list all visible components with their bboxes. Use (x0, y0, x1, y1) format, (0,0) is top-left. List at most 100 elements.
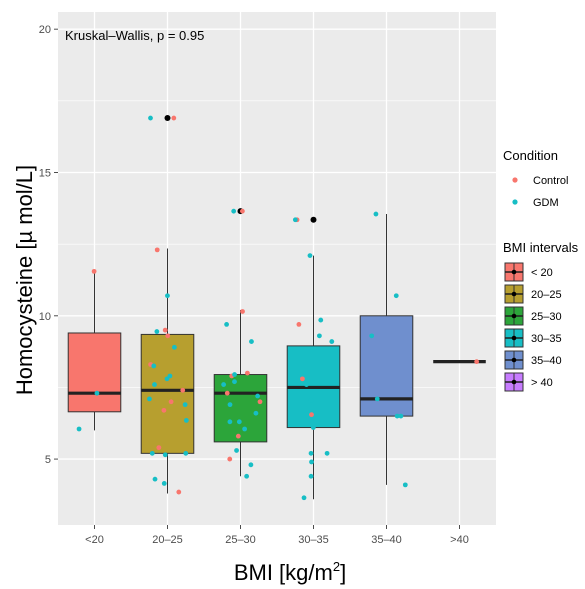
outlier-point (310, 216, 317, 223)
legend-label-bmi-2: 25–30 (531, 311, 562, 323)
point-gdm (172, 344, 177, 350)
y-tick-label: 15 (39, 167, 51, 179)
point-gdm (232, 379, 237, 385)
x-tick-label: 35–40 (371, 534, 402, 546)
point-gdm (148, 115, 153, 121)
point-gdm (316, 333, 322, 339)
legend-label-bmi-5: > 40 (531, 377, 553, 389)
boxes-layer (67, 115, 486, 500)
point-gdm (329, 339, 335, 344)
point-control (91, 268, 97, 274)
box-body (67, 332, 122, 413)
point-gdm (398, 413, 404, 419)
point-gdm (154, 329, 160, 334)
legend-swatch-dot (511, 291, 517, 297)
point-gdm (221, 382, 227, 387)
point-gdm (249, 339, 254, 344)
legend-swatch-dot (511, 269, 517, 275)
point-control (165, 333, 171, 339)
panel-background (58, 12, 496, 525)
point-gdm (308, 473, 314, 479)
point-gdm (307, 253, 313, 259)
point-gdm (165, 293, 170, 299)
point-gdm (224, 321, 229, 327)
legend-label-bmi-0: < 20 (531, 267, 553, 279)
legend-swatch-dot (511, 335, 517, 341)
x-tick-label: 20–25 (152, 534, 183, 546)
legend-label-bmi-3: 30–35 (531, 333, 562, 345)
point-gdm (255, 393, 261, 399)
y-tick-label: 20 (39, 24, 51, 36)
point-control (257, 399, 263, 405)
point-control (227, 456, 233, 462)
legend-key-bmi-0 (504, 262, 524, 282)
legend-key-bmi-2 (504, 306, 524, 326)
legend-label-bmi-1: 20–25 (531, 289, 562, 301)
legend-swatch-dot (511, 379, 517, 385)
point-gdm (167, 373, 173, 379)
point-control (474, 359, 480, 365)
point-gdm (308, 397, 314, 403)
points-layer (76, 115, 480, 501)
point-control (296, 321, 302, 327)
point-gdm (164, 376, 170, 382)
point-gdm (402, 482, 408, 488)
legend-title-bmi: BMI intervals (503, 240, 579, 255)
point-gdm (234, 448, 239, 453)
point-gdm (324, 450, 330, 456)
legend-swatch-dot (511, 357, 517, 363)
point-control (162, 327, 168, 333)
x-tick-label: 25–30 (225, 534, 256, 546)
point-gdm (253, 410, 259, 416)
point-gdm (248, 462, 254, 468)
point-gdm (304, 382, 309, 387)
point-gdm (236, 419, 242, 425)
point-control (168, 399, 174, 405)
x-tick-label: >40 (450, 534, 469, 546)
point-gdm (76, 426, 82, 432)
point-gdm (162, 452, 168, 458)
point-gdm (308, 450, 314, 456)
x-axis-title-main: BMI [kg/m (234, 560, 333, 585)
y-tick-label: 10 (39, 311, 51, 323)
point-gdm (147, 396, 152, 402)
point-gdm (231, 208, 237, 214)
outlier-point (164, 115, 171, 122)
point-gdm (183, 450, 189, 456)
legend-label-control: Control (533, 175, 568, 187)
y-tick-label: 5 (45, 454, 51, 466)
point-gdm (244, 473, 250, 479)
box-0 (67, 272, 122, 431)
point-control (224, 390, 230, 396)
point-gdm (310, 425, 316, 430)
legend-label-bmi-4: 35–40 (531, 355, 562, 367)
point-control (300, 376, 305, 382)
point-gdm (394, 413, 400, 419)
legend-key-bmi-1 (504, 284, 524, 304)
point-control (180, 387, 186, 393)
x-tick-label: 30–35 (298, 534, 329, 546)
legend-key-gdm (512, 199, 518, 205)
point-control (235, 433, 241, 439)
legend-key-bmi-3 (504, 328, 524, 348)
point-control (309, 412, 314, 418)
point-control (154, 247, 160, 253)
legend: Condition Control GDM BMI intervals < 20 20–2… (503, 148, 579, 392)
kruskal-wallis-annotation: Kruskal–Wallis, p = 0.95 (65, 28, 204, 43)
point-control (171, 115, 177, 121)
box-body (359, 315, 414, 417)
point-gdm (182, 402, 188, 408)
point-gdm (242, 426, 248, 432)
legend-title-condition: Condition (503, 148, 558, 163)
x-axis-title-end: ] (340, 560, 346, 585)
point-gdm (292, 217, 298, 223)
point-gdm (393, 293, 399, 299)
point-gdm (232, 372, 237, 377)
x-axis-title-superscript: 2 (333, 559, 340, 574)
box-body (140, 333, 195, 454)
legend-key-control (512, 177, 518, 183)
legend-swatch-dot (511, 313, 517, 319)
point-gdm (152, 382, 157, 387)
point-control (176, 489, 182, 495)
